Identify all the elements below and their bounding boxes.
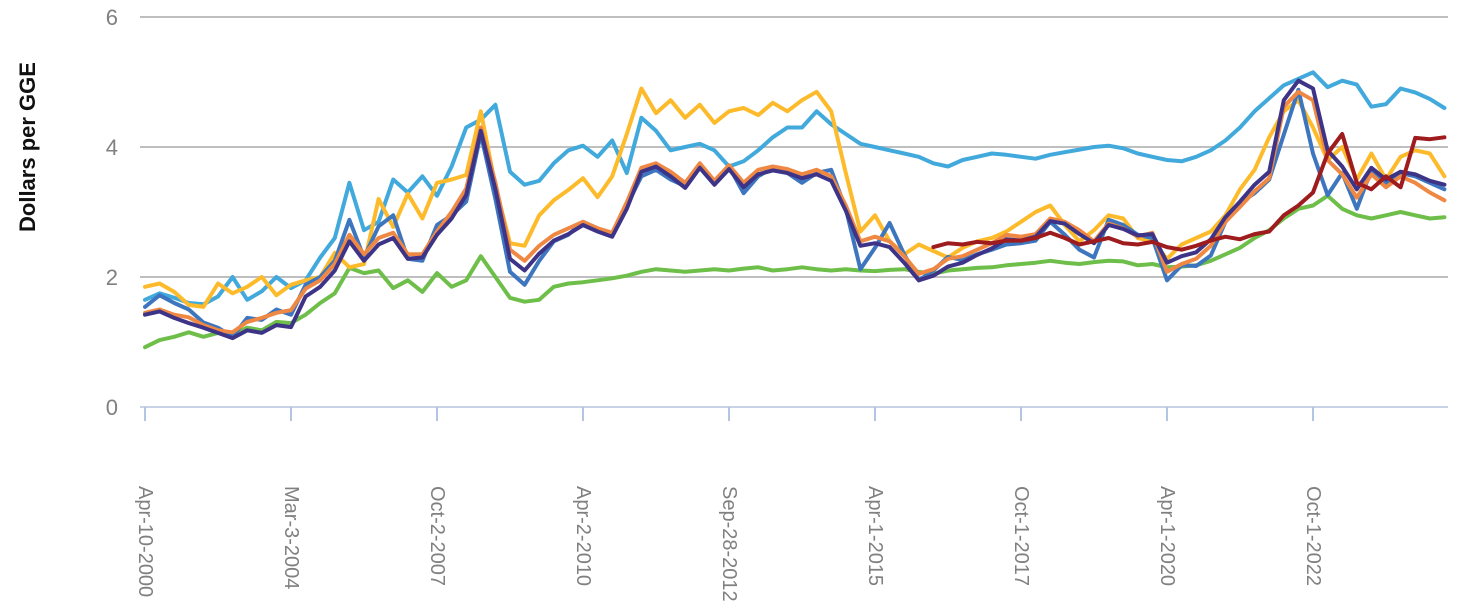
- y-axis-title: Dollars per GGE: [15, 62, 41, 232]
- series-line-orange: [143, 89, 1447, 335]
- y-tick-label: 4: [106, 135, 118, 160]
- y-tick-label: 2: [106, 265, 118, 290]
- x-tick-label: Apr-2-2010: [572, 486, 594, 586]
- x-tick-label: Sep-28-2012: [718, 486, 740, 602]
- series-line-sky-blue: [143, 70, 1447, 307]
- x-tick-label: Oct-2-2007: [426, 486, 448, 586]
- x-tick-label: Apr-10-2000: [134, 486, 156, 597]
- series-line-dark-red: [931, 132, 1447, 252]
- series-line-green: [143, 193, 1447, 350]
- x-tick-label: Oct-1-2022: [1302, 486, 1324, 586]
- y-tick-label: 0: [106, 395, 118, 420]
- y-axis-title-text: Dollars per GGE: [15, 62, 40, 232]
- x-tick-label: Mar-3-2004: [280, 486, 302, 589]
- x-tick-label: Oct-1-2017: [1010, 486, 1032, 586]
- x-tick-label: Apr-1-2020: [1156, 486, 1178, 586]
- series-line-yellow: [143, 86, 1447, 309]
- y-tick-label: 6: [106, 5, 118, 30]
- x-tick-label: Apr-1-2015: [864, 486, 886, 586]
- series-line-dark-purple: [143, 78, 1447, 341]
